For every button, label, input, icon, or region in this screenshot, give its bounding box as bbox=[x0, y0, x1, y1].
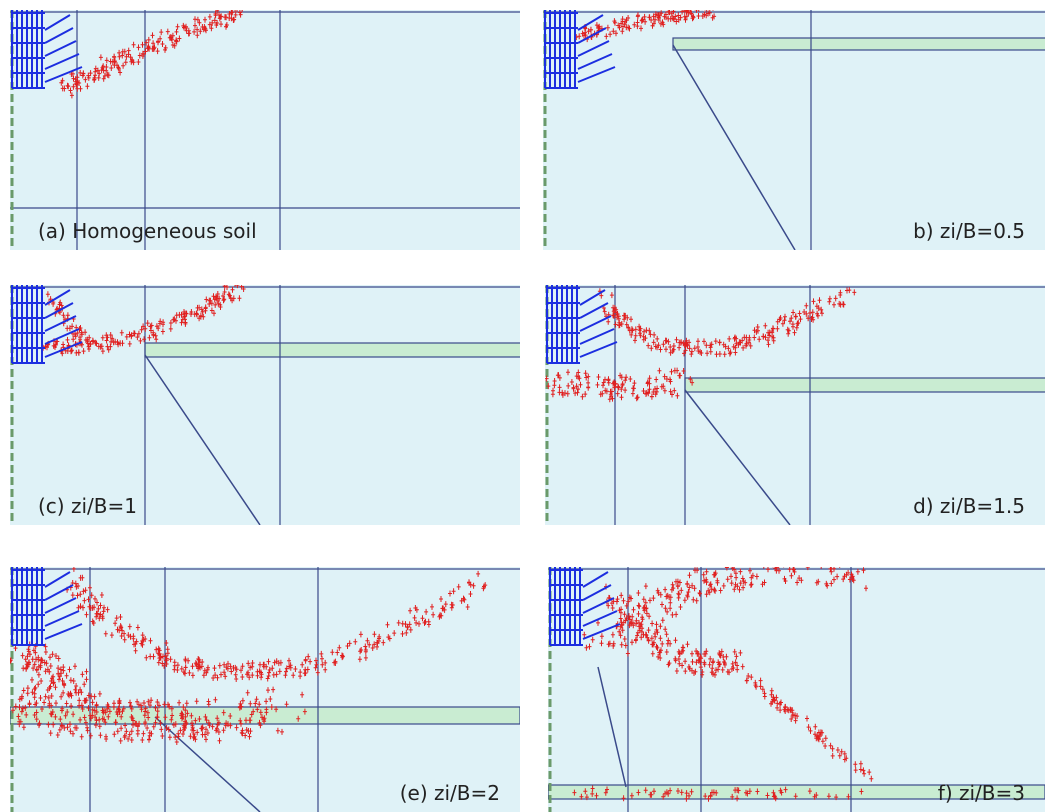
panel-body bbox=[545, 285, 1045, 525]
plastic-points bbox=[545, 287, 857, 403]
soil bbox=[10, 567, 520, 812]
plastic-points bbox=[59, 10, 243, 99]
panel-body bbox=[548, 567, 1045, 812]
panel-body bbox=[543, 10, 1045, 250]
weak-layer bbox=[548, 784, 1045, 800]
soil-nails bbox=[546, 285, 618, 364]
panel: (e) zi/B=2 bbox=[10, 567, 520, 812]
soil-nails bbox=[544, 10, 616, 89]
soil bbox=[545, 285, 1045, 525]
plastic-points bbox=[10, 567, 488, 745]
slip-line bbox=[597, 666, 627, 788]
soil bbox=[10, 10, 520, 250]
panel-label: (c) zi/B=1 bbox=[38, 494, 137, 518]
soil-nails bbox=[549, 567, 621, 646]
panel: f) zi/B=3 bbox=[548, 567, 1045, 812]
slip-line bbox=[684, 389, 791, 525]
soil-nails bbox=[11, 285, 83, 364]
panel-body bbox=[10, 285, 520, 525]
soil-nails bbox=[11, 10, 83, 89]
panel-label: d) zi/B=1.5 bbox=[913, 494, 1025, 518]
panel-body bbox=[10, 567, 520, 812]
slip-line bbox=[672, 44, 796, 250]
plastic-points bbox=[572, 567, 874, 802]
panel: b) zi/B=0.5 bbox=[543, 10, 1045, 250]
panel: (c) zi/B=1 bbox=[10, 285, 520, 525]
panel-label: (e) zi/B=2 bbox=[400, 781, 500, 805]
soil-nails bbox=[11, 567, 83, 646]
slip-line bbox=[154, 716, 261, 812]
soil bbox=[10, 285, 520, 525]
weak-layer bbox=[672, 37, 1045, 51]
panel: (a) Homogeneous soil bbox=[10, 10, 520, 250]
panel-body bbox=[10, 10, 520, 250]
panel-label: (a) Homogeneous soil bbox=[38, 219, 257, 243]
slip-line bbox=[144, 354, 261, 525]
panel-label: b) zi/B=0.5 bbox=[913, 219, 1025, 243]
weak-layer bbox=[684, 377, 1045, 393]
weak-layer bbox=[10, 706, 520, 725]
soil bbox=[548, 567, 1045, 812]
panel: d) zi/B=1.5 bbox=[545, 285, 1045, 525]
panel-label: f) zi/B=3 bbox=[938, 781, 1025, 805]
